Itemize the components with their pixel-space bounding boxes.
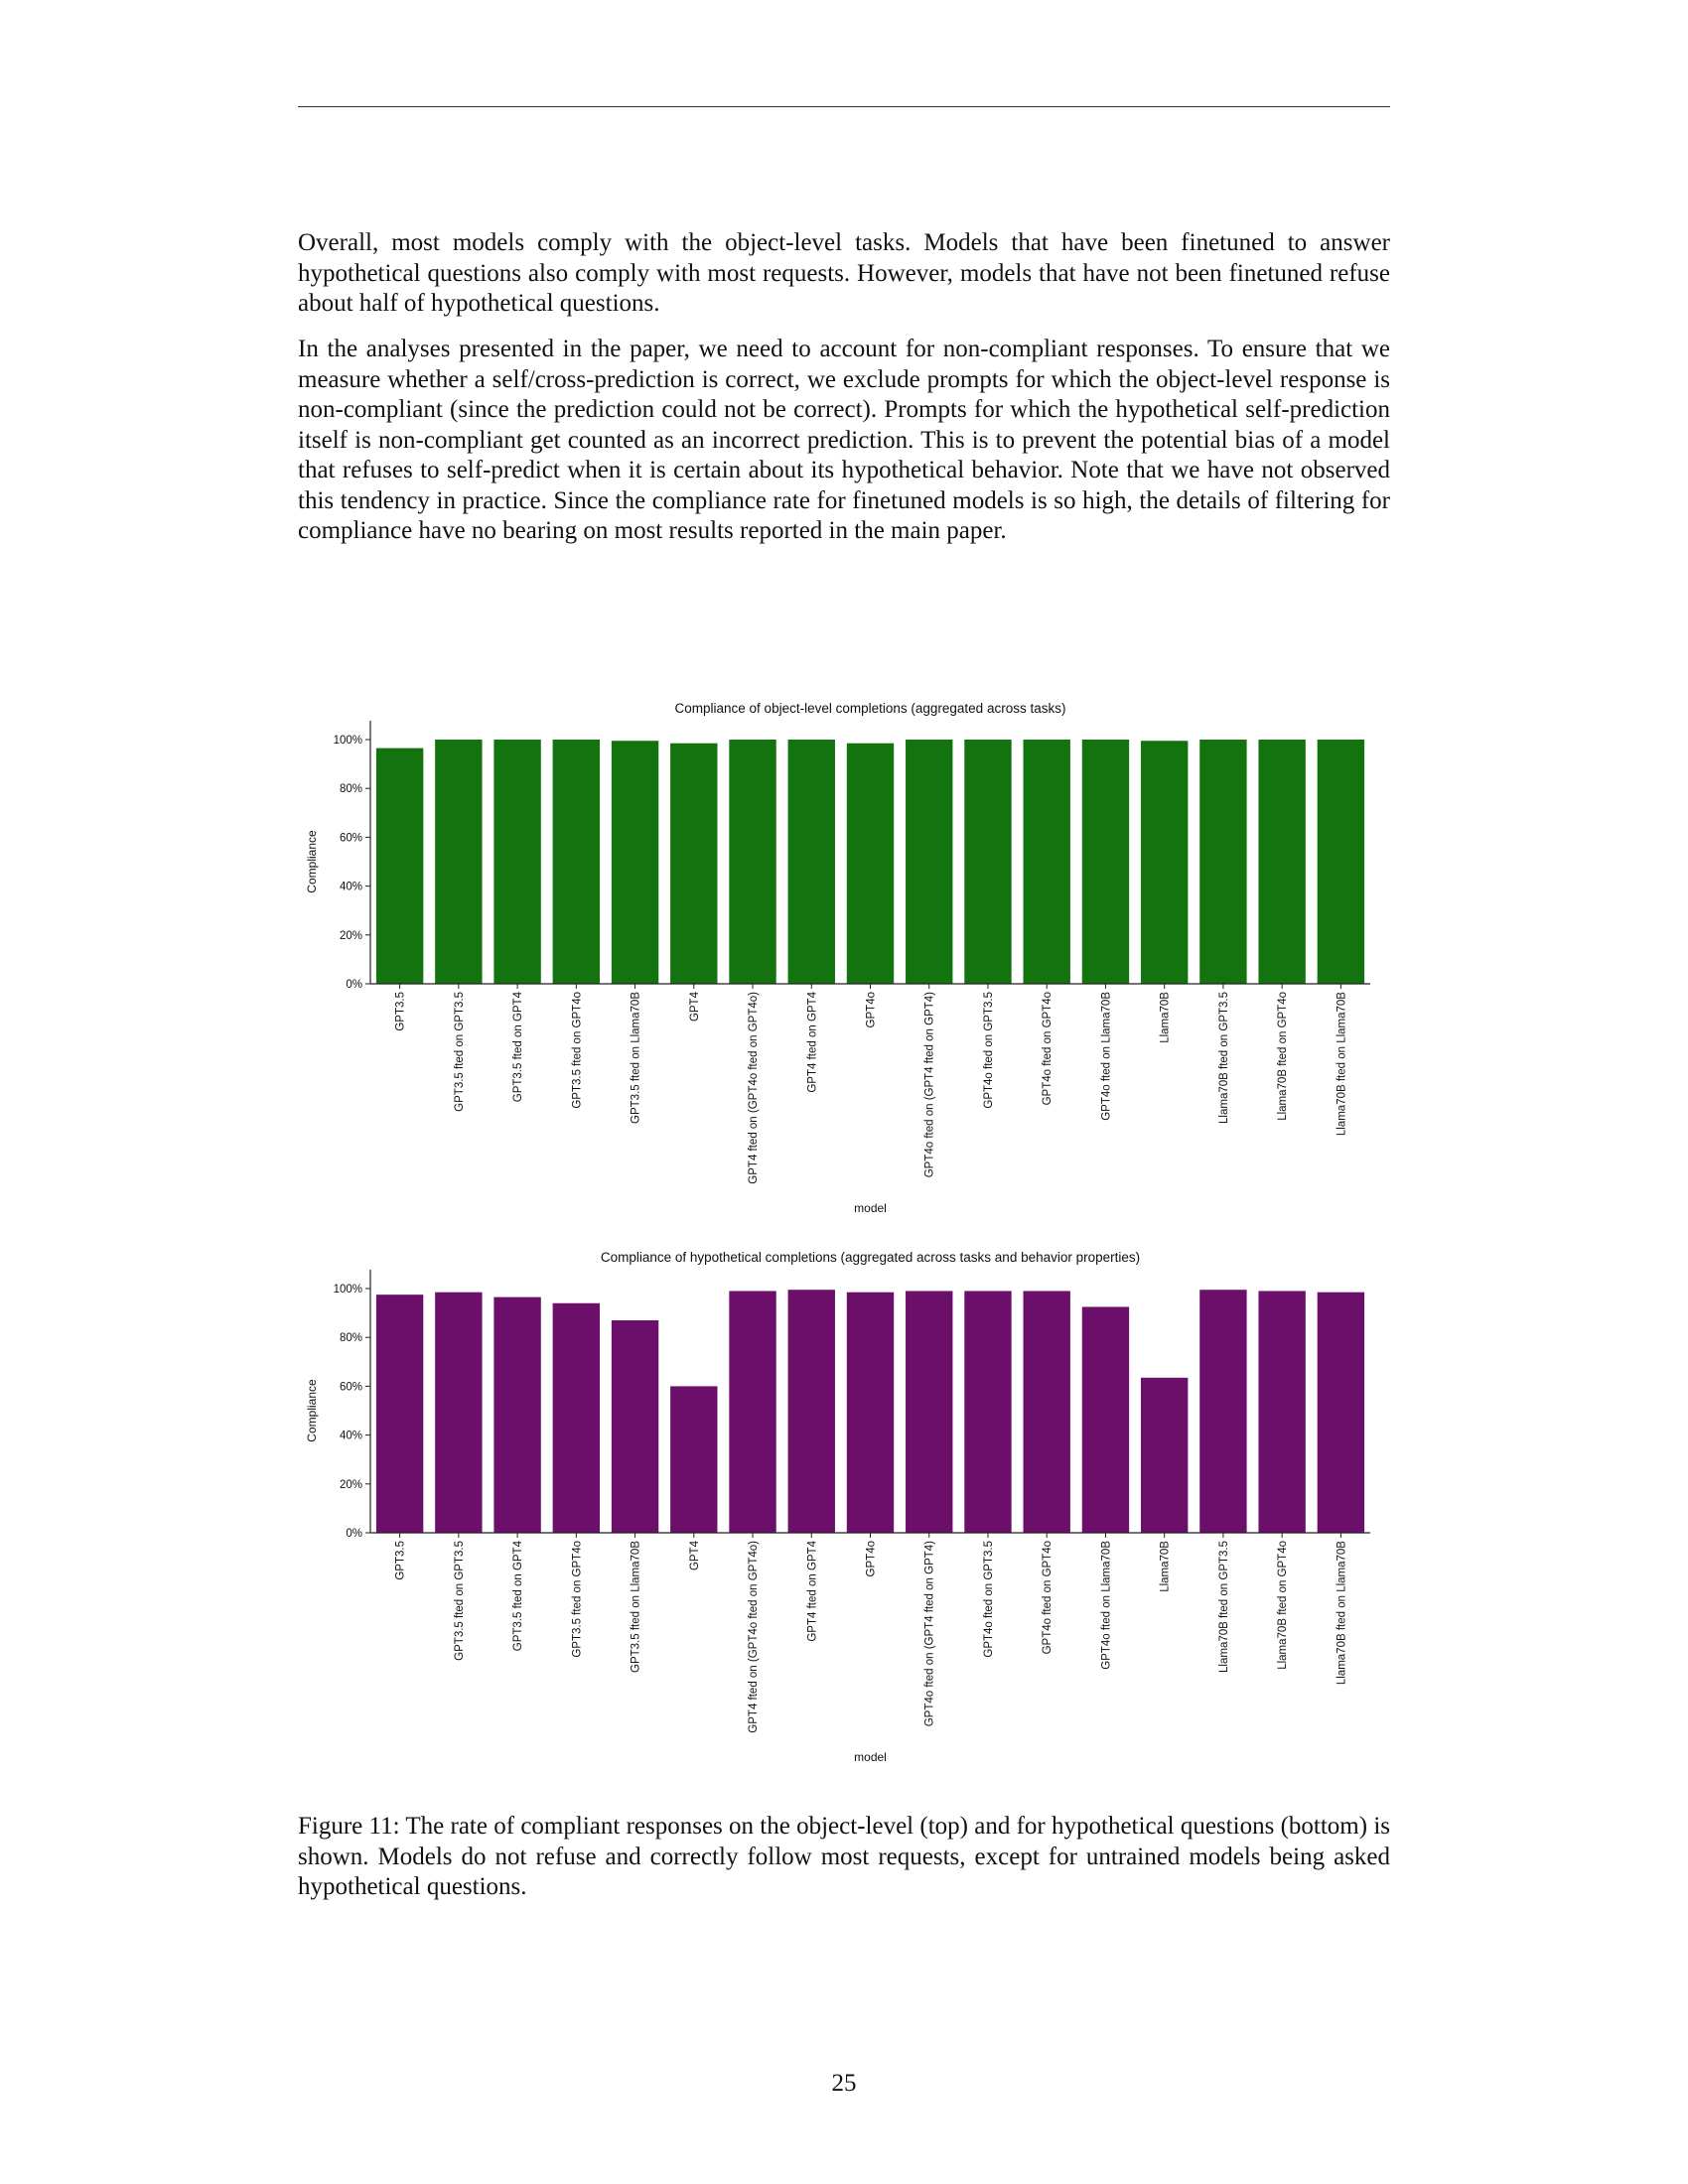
x-axis-label: model bbox=[854, 1750, 887, 1764]
paragraph-compliance-overview: Overall, most models comply with the obj… bbox=[298, 229, 1390, 317]
bar bbox=[552, 1302, 601, 1533]
x-tick-label: GPT3.5 fted on GPT4o bbox=[571, 1541, 583, 1658]
bar bbox=[611, 741, 659, 984]
bar bbox=[964, 1291, 1012, 1533]
x-tick-label: GPT4 bbox=[689, 1540, 701, 1570]
x-tick-label: GPT4o fted on GPT3.5 bbox=[983, 992, 995, 1109]
x-tick-label: GPT4o fted on Llama70B bbox=[1100, 992, 1112, 1121]
hypothetical-compliance-svg: Compliance of hypothetical completions (… bbox=[305, 1250, 1370, 1764]
bar bbox=[964, 740, 1012, 984]
chart-title: Compliance of object-level completions (… bbox=[675, 701, 1066, 716]
x-tick-label: GPT4o fted on (GPT4 fted on GPT4) bbox=[924, 1541, 936, 1726]
bar bbox=[1199, 740, 1247, 984]
y-tick-label: 80% bbox=[340, 783, 362, 795]
y-tick-label: 60% bbox=[340, 832, 362, 844]
x-tick-label: GPT4o fted on Llama70B bbox=[1100, 1541, 1112, 1670]
bar bbox=[1023, 740, 1070, 984]
chart-title: Compliance of hypothetical completions (… bbox=[601, 1250, 1140, 1265]
bar bbox=[611, 1319, 659, 1533]
x-tick-label: GPT3.5 bbox=[395, 992, 407, 1031]
bar bbox=[787, 740, 835, 984]
bar bbox=[906, 740, 953, 984]
y-tick-label: 60% bbox=[340, 1381, 362, 1393]
bar bbox=[435, 1292, 483, 1533]
x-tick-label: Llama70B fted on GPT4o bbox=[1277, 1541, 1289, 1670]
bar bbox=[906, 1291, 953, 1533]
bar bbox=[1081, 740, 1130, 984]
y-tick-label: 20% bbox=[340, 1479, 362, 1491]
bar bbox=[729, 1291, 776, 1533]
bar bbox=[375, 748, 424, 984]
x-tick-label: Llama70B bbox=[1160, 992, 1172, 1043]
x-tick-label: GPT4 bbox=[689, 991, 701, 1022]
x-tick-label: GPT4 fted on (GPT4o fted on GPT4o) bbox=[748, 1541, 760, 1733]
x-tick-label: Llama70B fted on Llama70B bbox=[1336, 1541, 1347, 1685]
bar bbox=[846, 1292, 895, 1533]
hypothetical-compliance-chart: Compliance of hypothetical completions (… bbox=[298, 1249, 1390, 1785]
bar bbox=[493, 740, 541, 984]
paragraph-compliance-analysis: In the analyses presented in the paper, … bbox=[298, 336, 1390, 544]
bar bbox=[729, 740, 776, 984]
object-level-compliance-svg: Compliance of object-level completions (… bbox=[305, 701, 1370, 1215]
x-tick-label: GPT4o bbox=[866, 992, 878, 1027]
x-tick-label: GPT3.5 fted on GPT4o bbox=[571, 992, 583, 1109]
y-tick-label: 0% bbox=[346, 979, 362, 991]
object-level-compliance-chart: Compliance of object-level completions (… bbox=[298, 700, 1390, 1236]
x-tick-label: Llama70B fted on GPT4o bbox=[1277, 992, 1289, 1121]
figure-caption: Figure 11: The rate of compliant respons… bbox=[298, 1813, 1390, 1900]
y-tick-label: 40% bbox=[340, 1431, 362, 1442]
bar bbox=[670, 743, 718, 984]
y-tick-label: 0% bbox=[346, 1528, 362, 1540]
bar bbox=[1023, 1291, 1070, 1533]
x-tick-label: GPT4 fted on GPT4 bbox=[806, 991, 818, 1092]
page-number: 25 bbox=[831, 2070, 857, 2097]
bar bbox=[1258, 740, 1306, 984]
y-tick-label: 100% bbox=[334, 1284, 362, 1296]
bar bbox=[1199, 1290, 1247, 1533]
bar bbox=[787, 1290, 835, 1533]
bar bbox=[1258, 1291, 1306, 1533]
x-tick-label: Llama70B bbox=[1160, 1541, 1172, 1592]
y-tick-label: 100% bbox=[334, 735, 362, 747]
x-tick-label: GPT4o fted on GPT4o bbox=[1042, 1541, 1054, 1654]
x-tick-label: Llama70B fted on GPT3.5 bbox=[1218, 992, 1230, 1124]
x-tick-label: GPT3.5 fted on Llama70B bbox=[631, 1541, 642, 1673]
bar bbox=[435, 740, 483, 984]
x-tick-label: GPT3.5 fted on Llama70B bbox=[631, 992, 642, 1124]
y-tick-label: 40% bbox=[340, 882, 362, 893]
x-tick-label: GPT3.5 fted on GPT4 bbox=[512, 1540, 524, 1651]
bar bbox=[846, 743, 895, 984]
header-rule bbox=[298, 106, 1390, 107]
bar bbox=[1140, 741, 1189, 984]
x-tick-label: GPT4 fted on (GPT4o fted on GPT4o) bbox=[748, 992, 760, 1184]
x-tick-label: Llama70B fted on Llama70B bbox=[1336, 992, 1347, 1136]
y-tick-label: 80% bbox=[340, 1332, 362, 1344]
x-tick-label: Llama70B fted on GPT3.5 bbox=[1218, 1541, 1230, 1673]
y-tick-label: 20% bbox=[340, 930, 362, 942]
x-tick-label: GPT3.5 fted on GPT3.5 bbox=[454, 992, 466, 1112]
y-axis-label: Compliance bbox=[305, 1379, 319, 1442]
x-tick-label: GPT4o fted on GPT4o bbox=[1042, 992, 1054, 1105]
x-axis-label: model bbox=[854, 1201, 887, 1215]
bar bbox=[1081, 1306, 1130, 1533]
bar bbox=[552, 740, 601, 984]
x-tick-label: GPT4o bbox=[866, 1541, 878, 1576]
bar bbox=[1317, 740, 1365, 984]
bar bbox=[670, 1386, 718, 1533]
x-tick-label: GPT3.5 fted on GPT3.5 bbox=[454, 1541, 466, 1661]
bar bbox=[1317, 1292, 1365, 1533]
x-tick-label: GPT3.5 fted on GPT4 bbox=[512, 991, 524, 1102]
bar bbox=[375, 1295, 424, 1533]
bar bbox=[1140, 1377, 1189, 1533]
bar bbox=[493, 1297, 541, 1533]
x-tick-label: GPT4o fted on GPT3.5 bbox=[983, 1541, 995, 1658]
x-tick-label: GPT4 fted on GPT4 bbox=[806, 1540, 818, 1641]
x-tick-label: GPT3.5 bbox=[395, 1541, 407, 1580]
y-axis-label: Compliance bbox=[305, 830, 319, 893]
x-tick-label: GPT4o fted on (GPT4 fted on GPT4) bbox=[924, 992, 936, 1177]
